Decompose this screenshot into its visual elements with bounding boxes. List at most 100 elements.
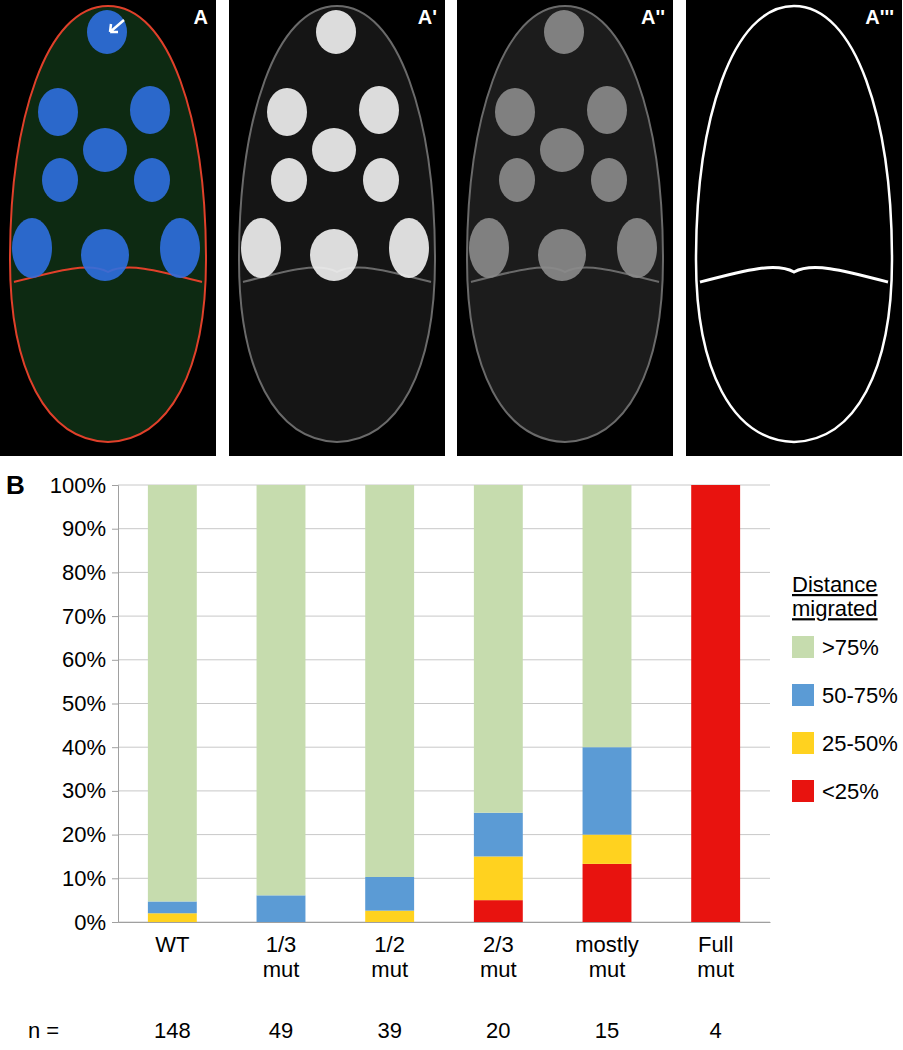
- legend-label: 25-50%: [822, 731, 898, 756]
- panel: A''': [686, 0, 902, 456]
- panel-background: [0, 0, 216, 456]
- nucleus: [469, 218, 509, 278]
- bar-segment: [691, 485, 740, 486]
- bar-segment: [365, 911, 414, 922]
- tick: WT: [155, 922, 189, 957]
- y-axis: 0%10%20%30%40%50%60%70%80%90%100%: [50, 473, 119, 935]
- tick-label: 100%: [50, 473, 106, 498]
- panel: A: [0, 0, 216, 456]
- tick-label: 40%: [62, 735, 106, 760]
- legend-title-line: Distance: [792, 572, 878, 597]
- grid-line: [118, 703, 770, 704]
- bar-segment: [365, 877, 414, 911]
- tick-label: 70%: [62, 604, 106, 629]
- nucleus: [267, 88, 307, 136]
- legend-label: 50-75%: [822, 683, 898, 708]
- nucleus: [312, 128, 356, 172]
- tick-label-line: mut: [480, 957, 517, 982]
- bar-segment: [691, 485, 740, 486]
- legend-title-line: migrated: [792, 596, 878, 621]
- bar-segment: [583, 747, 632, 834]
- panel: A'': [457, 0, 673, 456]
- tick-label: 1/3mut: [263, 932, 300, 982]
- bar-segment: [365, 485, 414, 877]
- egg-chamber: [696, 6, 892, 442]
- tick: 1/2mut: [371, 922, 408, 982]
- tick: 2/3mut: [480, 922, 517, 982]
- tick-label-line: mut: [589, 957, 626, 982]
- grid-line: [118, 834, 770, 835]
- nucleus: [134, 158, 170, 202]
- tick-label-line: mostly: [575, 932, 639, 957]
- nucleus: [83, 128, 127, 172]
- grid-line: [118, 922, 770, 923]
- panel-label: A: [194, 6, 208, 28]
- tick-mark: [112, 616, 118, 617]
- tick: 30%: [62, 778, 118, 803]
- tick-mark: [112, 922, 118, 923]
- tick-label-line: Full: [698, 932, 733, 957]
- legend-title: Distancemigrated: [792, 572, 878, 621]
- nucleus: [81, 229, 129, 281]
- grid-line: [118, 878, 770, 879]
- grid-line: [118, 616, 770, 617]
- figure: AA'A''A'''B0%10%20%30%40%50%60%70%80%90%…: [0, 0, 903, 1050]
- tick-label: WT: [155, 932, 189, 957]
- egg-chamber: [10, 6, 206, 442]
- n-value: 39: [377, 1018, 401, 1043]
- egg-chamber: [467, 6, 663, 442]
- n-value: 20: [486, 1018, 510, 1043]
- legend: Distancemigrated>75%50-75%25-50%<25%: [792, 572, 898, 804]
- tick: 80%: [62, 560, 118, 585]
- grid-line: [118, 485, 770, 486]
- grid: [118, 485, 770, 922]
- tick-mark: [112, 704, 118, 705]
- panel-label: A'': [641, 6, 665, 28]
- nucleus: [591, 158, 627, 202]
- nucleus: [617, 218, 657, 278]
- panel: A': [229, 0, 445, 456]
- grid-line: [118, 572, 770, 573]
- tick: 70%: [62, 604, 118, 629]
- panel-label: A''': [865, 6, 894, 28]
- nucleus: [160, 218, 200, 278]
- nucleus: [271, 158, 307, 202]
- legend-swatch: [792, 780, 814, 802]
- bar-segment: [474, 485, 523, 813]
- panel-label: B: [6, 470, 25, 500]
- legend-label: >75%: [822, 635, 879, 660]
- x-axis: WT1/3mut1/2mut2/3mutmostlymutFullmut: [119, 922, 771, 982]
- tick-label: 90%: [62, 516, 106, 541]
- tick: 50%: [62, 691, 118, 716]
- tick-label: 1/2mut: [371, 932, 408, 982]
- legend-swatch: [792, 684, 814, 706]
- n-value: 15: [595, 1018, 619, 1043]
- tick: 40%: [62, 735, 118, 760]
- axis-line: [119, 922, 771, 923]
- n-value: 49: [269, 1018, 293, 1043]
- nucleus: [538, 229, 586, 281]
- nucleus: [87, 10, 127, 54]
- bar-segment: [583, 864, 632, 922]
- tick: Fullmut: [697, 922, 734, 982]
- nucleus: [359, 86, 399, 134]
- tick-label-line: 1/2: [374, 932, 405, 957]
- bar-segment: [474, 856, 523, 900]
- tick-label: 30%: [62, 778, 106, 803]
- bar-segment: [148, 913, 197, 922]
- tick-label: 80%: [62, 560, 106, 585]
- bar-segment: [257, 485, 306, 895]
- nucleus: [544, 10, 584, 54]
- tick-label: 2/3mut: [480, 932, 517, 982]
- grid-line: [118, 528, 770, 529]
- tick: 60%: [62, 647, 118, 672]
- bar-segment: [691, 485, 740, 922]
- nucleus: [38, 88, 78, 136]
- grid-line: [118, 790, 770, 791]
- n-value: 148: [154, 1018, 191, 1043]
- tick-label-line: WT: [155, 932, 189, 957]
- n-label: n =: [28, 1018, 59, 1043]
- egg-chamber: [239, 6, 435, 442]
- nucleus: [42, 158, 78, 202]
- nucleus: [12, 218, 52, 278]
